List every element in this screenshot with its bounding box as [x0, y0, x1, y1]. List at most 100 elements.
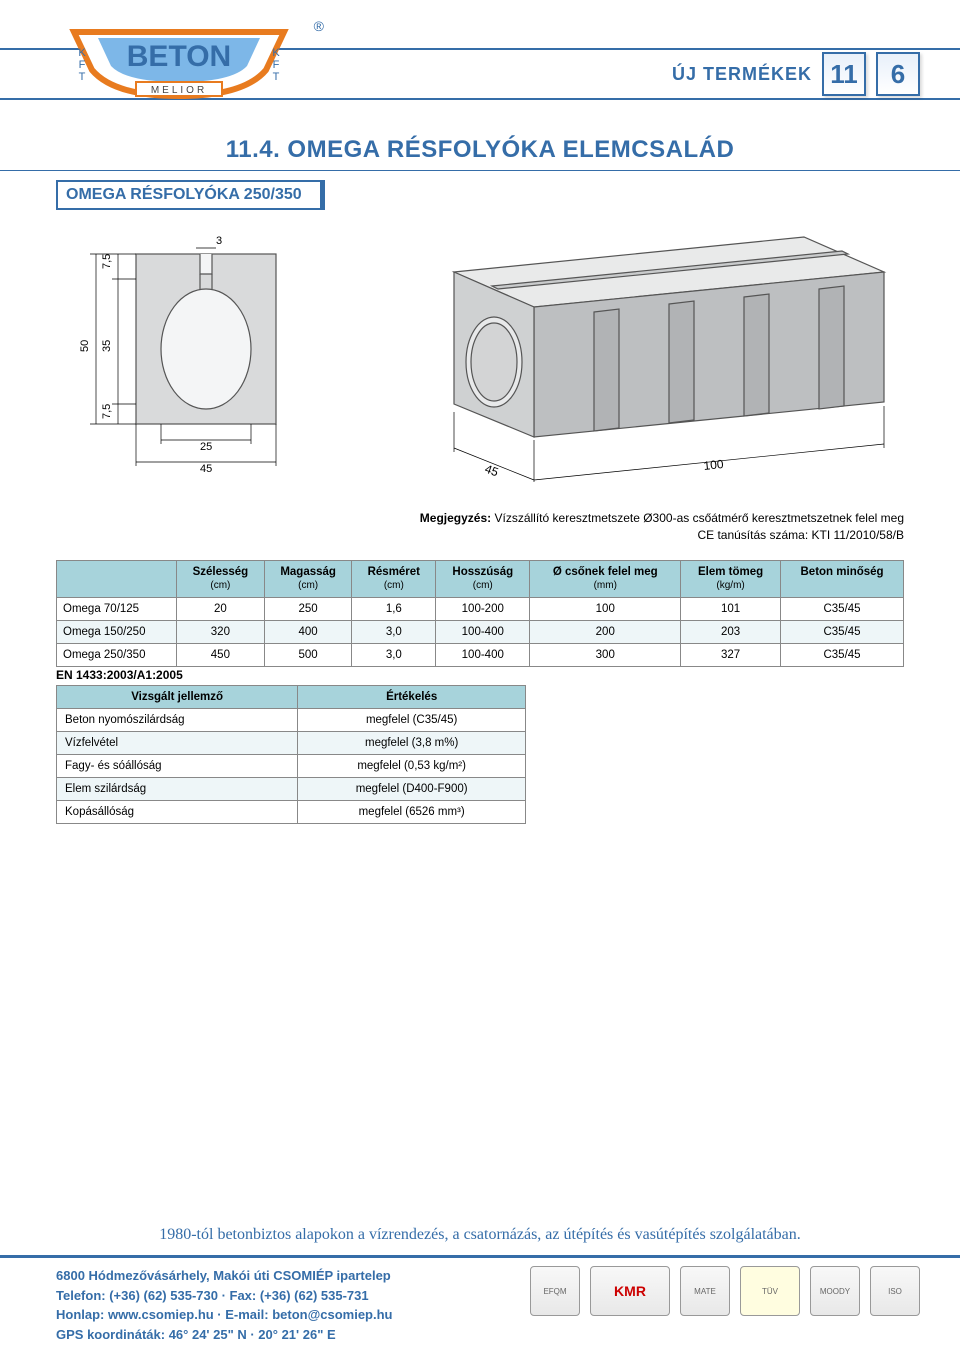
table-col-3: Résméret(cm): [352, 561, 436, 598]
cert-badge: ISO: [870, 1266, 920, 1316]
table-cell: 3,0: [352, 620, 436, 643]
table-cell: 100-400: [436, 643, 530, 666]
svg-text:100: 100: [703, 457, 725, 473]
table-cell: Omega 70/125: [57, 597, 177, 620]
registered-mark: ®: [314, 18, 324, 34]
eval-row: Beton nyomószilárdságmegfelel (C35/45): [57, 709, 526, 732]
cert-badge: KMR: [590, 1266, 670, 1316]
table-col-7: Beton minőség: [781, 561, 904, 598]
svg-text:7,5: 7,5: [101, 404, 113, 419]
svg-text:7,5: 7,5: [101, 254, 113, 269]
cert-badge: MATE: [680, 1266, 730, 1316]
eval-row: Vízfelvételmegfelel (3,8 m%): [57, 732, 526, 755]
table-cell: 400: [264, 620, 352, 643]
footer-web: Honlap: www.csomiep.hu · E-mail: beton@c…: [56, 1305, 486, 1325]
dimensions-table: Szélesség(cm)Magasság(cm)Résméret(cm)Hos…: [56, 560, 904, 667]
table-cell: C35/45: [781, 620, 904, 643]
svg-text:F: F: [273, 59, 280, 71]
table-cell: 100-400: [436, 620, 530, 643]
table-cell: 3,0: [352, 643, 436, 666]
svg-text:T: T: [273, 71, 280, 83]
footer-tagline: 1980-tól betonbiztos alapokon a vízrende…: [0, 1226, 960, 1244]
svg-text:K: K: [272, 47, 280, 59]
cert-badge: MOODY: [810, 1266, 860, 1316]
table-cell: 250: [264, 597, 352, 620]
eval-label: Fagy- és sóállóság: [57, 755, 298, 778]
eval-label: Beton nyomószilárdság: [57, 709, 298, 732]
svg-text:F: F: [79, 59, 86, 71]
footer-band: 6800 Hódmezővásárhely, Makói úti CSOMIÉP…: [0, 1256, 960, 1350]
eval-label: Vízfelvétel: [57, 732, 298, 755]
footer-contact: 6800 Hódmezővásárhely, Makói úti CSOMIÉP…: [56, 1266, 486, 1344]
cert-badge: TÜV: [740, 1266, 800, 1316]
eval-col-1: Értékelés: [298, 686, 526, 709]
eval-caption: EN 1433:2003/A1:2005: [56, 668, 183, 682]
eval-row: Elem szilárdságmegfelel (D400-F900): [57, 778, 526, 801]
footer: 1980-tól betonbiztos alapokon a vízrende…: [0, 1220, 960, 1350]
table-row: Omega 150/2503204003,0100-400200203C35/4…: [57, 620, 904, 643]
eval-label: Kopásállóság: [57, 801, 298, 824]
eval-row: Fagy- és sóállóságmegfelel (0,53 kg/m²): [57, 755, 526, 778]
eval-col-0: Vizsgált jellemző: [57, 686, 298, 709]
svg-text:45: 45: [200, 463, 212, 475]
table-col-0: [57, 561, 177, 598]
table-cell: 100: [530, 597, 681, 620]
footer-addr: 6800 Hódmezővásárhely, Makói úti CSOMIÉP…: [56, 1266, 486, 1286]
figures-area: 3 7,5 7,5 35 50 25 45: [56, 224, 904, 494]
eval-label: Elem szilárdság: [57, 778, 298, 801]
svg-text:45: 45: [483, 462, 501, 480]
header-label: ÚJ TERMÉKEK: [672, 64, 812, 85]
table-cell: 327: [681, 643, 781, 666]
evaluation-table: Vizsgált jellemző Értékelés Beton nyomós…: [56, 685, 526, 824]
svg-text:K: K: [78, 47, 86, 59]
table-cell: C35/45: [781, 643, 904, 666]
table-cell: 101: [681, 597, 781, 620]
footer-tel: Telefon: (+36) (62) 535-730 · Fax: (+36)…: [56, 1286, 486, 1306]
rule-under-title: [0, 170, 960, 171]
table-col-2: Magasság(cm): [264, 561, 352, 598]
figure-note: Megjegyzés: Vízszállító keresztmetszete …: [420, 510, 904, 545]
table-row: Omega 250/3504505003,0100-400300327C35/4…: [57, 643, 904, 666]
svg-text:25: 25: [200, 441, 212, 453]
eval-value: megfelel (0,53 kg/m²): [298, 755, 526, 778]
table-col-1: Szélesség(cm): [177, 561, 265, 598]
logo-sub-text: MELIOR: [151, 85, 207, 96]
table-cell: 20: [177, 597, 265, 620]
eval-value: megfelel (C35/45): [298, 709, 526, 732]
table-col-4: Hosszúság(cm): [436, 561, 530, 598]
cert-badge: EFQM: [530, 1266, 580, 1316]
table-cell: 300: [530, 643, 681, 666]
table-cell: 200: [530, 620, 681, 643]
eval-value: megfelel (D400-F900): [298, 778, 526, 801]
table-col-5: Ø csőnek felel meg(mm): [530, 561, 681, 598]
page-minor-box: 6: [876, 52, 920, 96]
table-cell: 100-200: [436, 597, 530, 620]
note-label: Megjegyzés:: [420, 511, 491, 525]
logo-brand-text: BETON: [127, 40, 231, 73]
eval-value: megfelel (6526 mm³): [298, 801, 526, 824]
table-cell: 1,6: [352, 597, 436, 620]
subtitle-box: OMEGA RÉSFOLYÓKA 250/350: [56, 180, 325, 210]
table-row: Omega 70/125202501,6100-200100101C35/45: [57, 597, 904, 620]
eval-row: Kopásállóságmegfelel (6526 mm³): [57, 801, 526, 824]
table-col-6: Elem tömeg(kg/m): [681, 561, 781, 598]
page-major-box: 11: [822, 52, 866, 96]
footer-gps: GPS koordináták: 46° 24' 25" N · 20° 21'…: [56, 1325, 486, 1345]
table-cell: 320: [177, 620, 265, 643]
table-cell: 500: [264, 643, 352, 666]
svg-text:3: 3: [216, 235, 222, 247]
svg-text:50: 50: [79, 340, 91, 352]
eval-value: megfelel (3,8 m%): [298, 732, 526, 755]
cross-section-drawing: 3 7,5 7,5 35 50 25 45: [66, 224, 306, 484]
table-cell: C35/45: [781, 597, 904, 620]
note-body: Vízszállító keresztmetszete Ø300-as csőá…: [495, 511, 905, 525]
svg-text:35: 35: [101, 340, 113, 352]
table-cell: 203: [681, 620, 781, 643]
svg-text:T: T: [79, 71, 86, 83]
company-logo: BETON MELIOR K F T K F T ®: [44, 22, 314, 108]
table-cell: Omega 250/350: [57, 643, 177, 666]
section-title: 11.4. OMEGA RÉSFOLYÓKA ELEMCSALÁD: [0, 136, 960, 164]
cert-badges: EFQMKMRMATETÜVMOODYISO: [506, 1266, 920, 1316]
table-cell: Omega 150/250: [57, 620, 177, 643]
isometric-drawing: 45 100: [344, 212, 904, 482]
